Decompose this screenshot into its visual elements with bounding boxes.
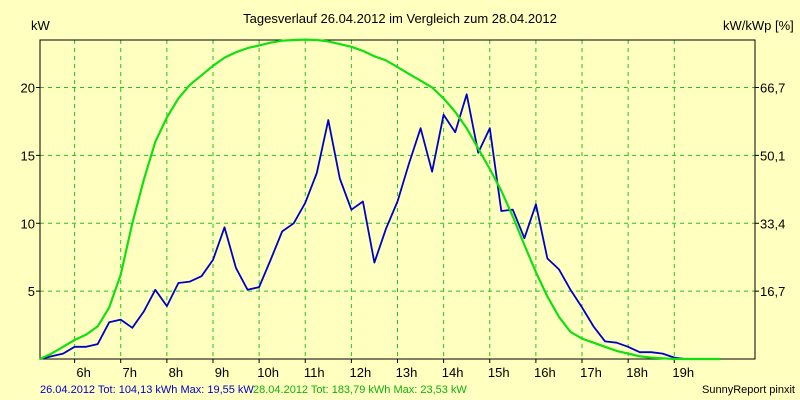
y-right-axis-label: kW/kWp [%] [723, 18, 794, 33]
y-left-tick-label: 5 [28, 284, 35, 299]
x-tick-label: 11h [304, 365, 325, 380]
x-tick-label: 7h [122, 365, 136, 380]
series-line-26-04-2012 [39, 93, 721, 360]
y-right-tick-label: 16,7 [760, 284, 785, 299]
x-tick-label: 13h [396, 365, 418, 380]
y-right-tick-label: 33,4 [760, 216, 785, 231]
x-tick-label: 14h [442, 365, 464, 380]
x-tick-label: 16h [534, 365, 556, 380]
y-left-axis-label: kW [31, 18, 51, 33]
chart-title: Tagesverlauf 26.04.2012 im Vergleich zum… [243, 11, 557, 26]
x-tick-label: 8h [169, 365, 183, 380]
x-tick-label: 19h [672, 365, 694, 380]
x-tick-label: 9h [215, 365, 229, 380]
x-tick-label: 18h [626, 365, 648, 380]
series-line-28-04-2012 [39, 38, 721, 361]
y-right-tick-label: 66,7 [760, 81, 785, 96]
x-tick-label: 15h [488, 365, 510, 380]
y-left-tick-label: 15 [21, 148, 35, 163]
footer-legend-blue: 26.04.2012 Tot: 104,13 kWh Max: 19,55 kW [40, 384, 254, 396]
x-tick-label: 17h [580, 365, 602, 380]
footer-legend-green: 28.04.2012 Tot: 183,79 kWh Max: 23,53 kW [253, 384, 467, 396]
y-right-tick-label: 50,1 [760, 148, 785, 163]
y-left-tick-label: 10 [21, 216, 35, 231]
y-left-tick-label: 20 [21, 81, 35, 96]
x-tick-label: 6h [76, 365, 90, 380]
x-tick-label: 10h [257, 365, 279, 380]
footer-credit: SunnyReport pinxit [702, 384, 795, 396]
x-tick-label: 12h [350, 365, 372, 380]
